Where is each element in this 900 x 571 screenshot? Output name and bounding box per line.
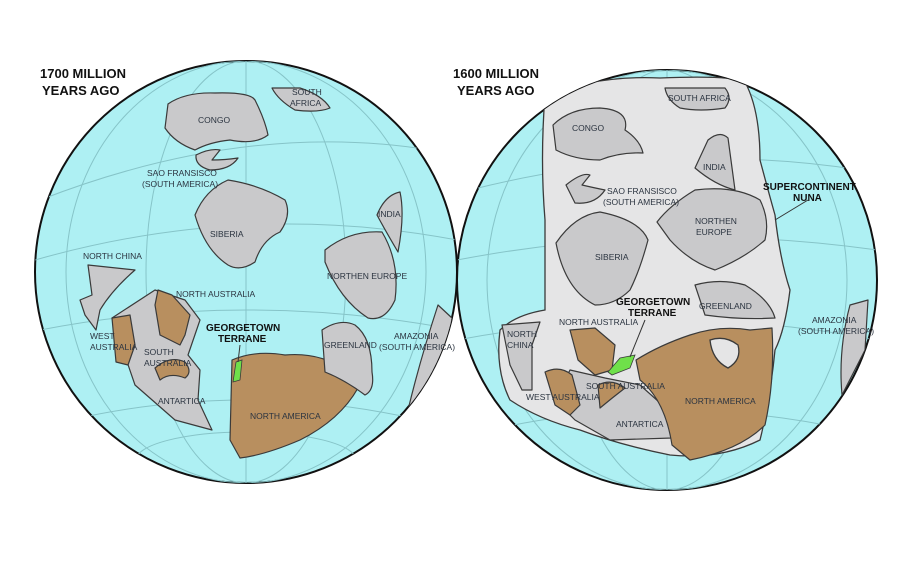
- label-amazonia: (SOUTH AMERICA): [379, 342, 455, 352]
- labels-1600: SOUTH AFRICA CONGO INDIA SAO FRANSISCO (…: [507, 93, 874, 429]
- sao-francisco-craton: [195, 148, 239, 171]
- west-australia-craton: [111, 314, 136, 366]
- label-sao-francisco: SAO FRANSISCO: [147, 168, 217, 178]
- india-craton: [694, 133, 736, 191]
- greenland: [694, 280, 776, 320]
- label-georgetown-terrane: TERRANE: [218, 334, 267, 345]
- north-china-craton: [79, 264, 136, 331]
- label-north-china: NORTH: [507, 329, 537, 339]
- label-georgetown-terrane: GEORGETOWN: [206, 323, 280, 334]
- label-siberia: SIBERIA: [595, 252, 629, 262]
- label-south-africa: AFRICA: [290, 98, 322, 108]
- label-northern-europe: NORTHEN EUROPE: [327, 271, 407, 281]
- south-africa-craton: [664, 87, 730, 111]
- label-amazonia: (SOUTH AMERICA): [798, 326, 874, 336]
- amazonia-craton: [840, 299, 869, 396]
- congo-craton: [164, 92, 269, 151]
- label-south-australia: AUSTRALIA: [144, 358, 192, 368]
- south-australia-craton: [597, 381, 626, 409]
- label-north-america: NORTH AMERICA: [250, 411, 321, 421]
- label-north-australia: NORTH AUSTRALIA: [559, 317, 639, 327]
- georgetown-terrane: [607, 354, 636, 376]
- label-west-australia: AUSTRALIA: [90, 342, 138, 352]
- label-amazonia: AMAZONIA: [394, 331, 439, 341]
- globe-1600-ma: 1600 MILLION YEARS AGO SOUTH AFRICA CONG…: [453, 66, 878, 491]
- label-south-africa: SOUTH AFRICA: [668, 93, 731, 103]
- label-west-australia: WEST: [90, 331, 115, 341]
- label-supercontinent-nuna: SUPERCONTINENT: [763, 182, 856, 193]
- label-sao-francisco: (SOUTH AMERICA): [603, 197, 679, 207]
- label-supercontinent-nuna: NUNA: [793, 193, 822, 204]
- west-australia-craton: [544, 368, 581, 416]
- georgetown-terrane: [232, 359, 243, 383]
- label-greenland: GREENLAND: [324, 340, 377, 350]
- label-india: INDIA: [378, 209, 401, 219]
- label-north-china: CHINA: [507, 340, 534, 350]
- title-1700-line2: YEARS AGO: [42, 83, 120, 98]
- northern-europe-craton: [324, 231, 397, 320]
- label-northern-europe: EUROPE: [696, 227, 732, 237]
- siberia-craton: [194, 179, 289, 269]
- label-india: INDIA: [703, 162, 726, 172]
- label-sao-francisco: SAO FRANSISCO: [607, 186, 677, 196]
- label-north-australia: NORTH AUSTRALIA: [176, 289, 256, 299]
- title-1600-line1: 1600 MILLION: [453, 66, 539, 81]
- label-north-america: NORTH AMERICA: [685, 396, 756, 406]
- label-congo: CONGO: [572, 123, 605, 133]
- label-sao-francisco: (SOUTH AMERICA): [142, 179, 218, 189]
- label-south-africa: SOUTH: [292, 87, 322, 97]
- label-antartica: ANTARTICA: [158, 396, 206, 406]
- label-north-china: NORTH CHINA: [83, 251, 142, 261]
- congo-craton: [552, 107, 644, 161]
- title-1700-line1: 1700 MILLION: [40, 66, 126, 81]
- north-china-craton: [501, 321, 541, 391]
- labels-1700: SOUTH AFRICA CONGO SAO FRANSISCO (SOUTH …: [83, 87, 455, 421]
- label-congo: CONGO: [198, 115, 231, 125]
- interior-seaway: [709, 337, 740, 369]
- title-1600-line2: YEARS AGO: [457, 83, 535, 98]
- north-america-craton: [635, 327, 774, 461]
- south-australia-craton: [154, 358, 190, 381]
- label-northern-europe: NORTHEN: [695, 216, 737, 226]
- label-west-australia: WEST AUSTRALIA: [526, 392, 600, 402]
- globe-1700-ma: 1700 MILLION YEARS AGO SOUTH AFRICA CONG…: [34, 60, 458, 484]
- label-south-australia: SOUTH: [144, 347, 174, 357]
- label-amazonia: AMAZONIA: [812, 315, 857, 325]
- label-siberia: SIBERIA: [210, 229, 244, 239]
- northern-europe-craton: [656, 188, 768, 271]
- label-greenland: GREENLAND: [699, 301, 752, 311]
- greenland: [321, 321, 374, 396]
- south-africa-craton: [271, 87, 331, 112]
- north-australia-craton: [154, 289, 191, 346]
- label-georgetown-terrane: GEORGETOWN: [616, 297, 690, 308]
- label-south-australia: SOUTH AUSTRALIA: [586, 381, 665, 391]
- india-craton: [376, 191, 403, 253]
- label-antartica: ANTARTICA: [616, 419, 664, 429]
- sao-francisco-craton: [565, 173, 606, 204]
- label-georgetown-terrane: TERRANE: [628, 308, 677, 319]
- siberia-craton: [555, 211, 649, 306]
